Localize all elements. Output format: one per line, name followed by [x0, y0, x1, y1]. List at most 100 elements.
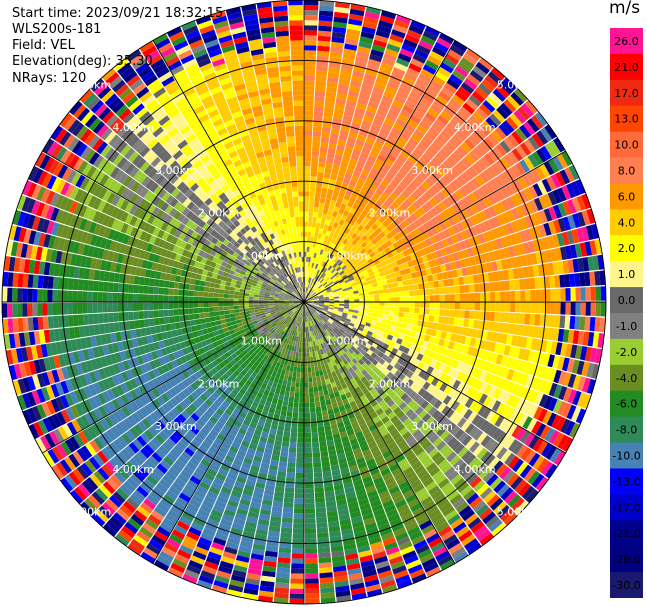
velocity-gate	[361, 120, 372, 128]
velocity-gate	[511, 335, 518, 347]
velocity-gate	[380, 391, 389, 400]
velocity-gate	[407, 195, 416, 204]
velocity-gate	[364, 522, 378, 531]
velocity-gate	[537, 326, 545, 339]
velocity-gate	[447, 206, 457, 216]
velocity-gate	[368, 441, 378, 449]
velocity-gate	[318, 254, 322, 260]
velocity-gate	[326, 278, 332, 283]
velocity-gate	[304, 397, 310, 403]
velocity-gate	[369, 467, 380, 476]
velocity-gate	[390, 403, 399, 412]
velocity-gate	[506, 209, 516, 222]
velocity-gate	[382, 499, 395, 509]
velocity-gate	[328, 525, 341, 533]
velocity-gate	[431, 184, 441, 194]
velocity-gate	[460, 230, 469, 240]
velocity-gate	[354, 386, 362, 394]
velocity-gate	[397, 214, 406, 223]
velocity-gate	[308, 377, 313, 383]
velocity-gate	[450, 440, 462, 451]
velocity-gate	[433, 517, 447, 529]
velocity-gate	[349, 179, 357, 187]
velocity-gate	[347, 313, 353, 318]
velocity-gate	[307, 236, 311, 242]
velocity-gate	[513, 347, 521, 359]
velocity-gate	[330, 324, 336, 329]
velocity-gate	[305, 558, 318, 564]
velocity-gate	[345, 100, 357, 108]
velocity-gate	[437, 66, 452, 78]
velocity-gate	[375, 29, 390, 39]
velocity-gate	[438, 90, 452, 102]
velocity-gate	[399, 132, 411, 142]
velocity-gate	[382, 472, 394, 481]
velocity-gate	[530, 115, 544, 130]
velocity-gate	[313, 306, 318, 309]
velocity-gate	[419, 289, 425, 296]
velocity-gate	[391, 162, 402, 172]
velocity-gate	[345, 141, 355, 149]
velocity-gate	[339, 165, 347, 173]
velocity-gate	[304, 70, 316, 76]
velocity-gate	[429, 197, 438, 207]
velocity-gate	[478, 359, 486, 370]
velocity-gate	[374, 298, 380, 302]
velocity-gate	[541, 178, 552, 193]
velocity-gate	[353, 309, 359, 314]
velocity-gate	[595, 286, 601, 301]
velocity-gate	[321, 405, 327, 412]
velocity-gate	[490, 302, 496, 312]
velocity-gate	[463, 238, 472, 249]
velocity-gate	[325, 322, 331, 327]
velocity-gate	[456, 361, 464, 371]
velocity-gate	[364, 204, 372, 213]
velocity-gate	[283, 502, 294, 509]
velocity-gate	[315, 222, 321, 229]
velocity-gate	[300, 362, 304, 368]
velocity-gate	[500, 302, 506, 312]
velocity-gate	[395, 398, 404, 407]
velocity-gate	[464, 195, 474, 206]
velocity-gate	[402, 104, 414, 115]
velocity-gate	[386, 319, 393, 326]
velocity-gate	[408, 456, 420, 467]
velocity-gate	[400, 352, 408, 360]
velocity-gate	[369, 323, 376, 329]
velocity-gate	[564, 245, 573, 260]
velocity-gate	[359, 334, 365, 341]
velocity-gate	[390, 367, 398, 375]
velocity-gate	[519, 142, 532, 156]
velocity-gate	[456, 382, 466, 392]
velocity-gate	[346, 316, 352, 320]
velocity-gate	[423, 282, 430, 289]
velocity-gate	[382, 432, 392, 442]
velocity-gate	[366, 419, 375, 428]
velocity-gate	[304, 85, 315, 91]
velocity-gate	[321, 318, 327, 324]
velocity-gate	[347, 289, 354, 293]
velocity-gate	[419, 97, 432, 108]
velocity-gate	[396, 275, 403, 282]
velocity-gate	[351, 358, 358, 365]
velocity-gate	[407, 498, 420, 508]
velocity-gate	[327, 319, 333, 325]
velocity-gate	[476, 329, 483, 339]
velocity-gate	[513, 244, 521, 257]
velocity-gate	[323, 373, 329, 380]
velocity-gate	[366, 188, 375, 197]
velocity-gate	[317, 365, 323, 371]
velocity-gate	[456, 481, 469, 493]
velocity-gate	[514, 359, 523, 372]
velocity-gate	[369, 96, 381, 105]
velocity-gate	[317, 328, 322, 334]
velocity-gate	[345, 424, 353, 432]
velocity-gate	[505, 302, 511, 312]
velocity-gate	[452, 178, 463, 189]
velocity-gate	[370, 499, 382, 508]
velocity-gate	[455, 129, 467, 142]
velocity-gate	[332, 190, 340, 197]
velocity-gate	[515, 290, 521, 302]
velocity-gate	[337, 503, 348, 511]
velocity-gate	[427, 321, 434, 329]
